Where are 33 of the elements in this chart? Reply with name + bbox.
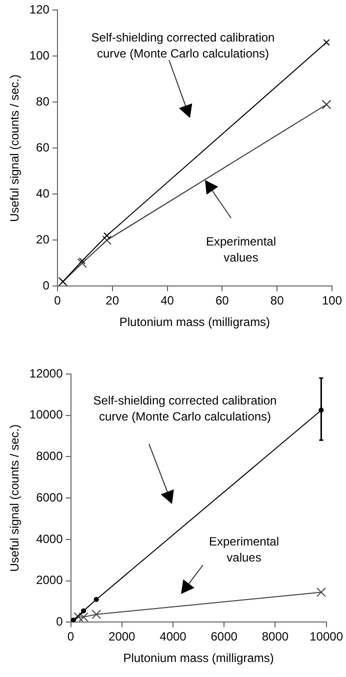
x-tick-label: 40 — [160, 294, 174, 308]
x-axis-title: Plutonium mass (milligrams) — [119, 315, 270, 330]
y-tick-label: 0 — [42, 278, 50, 293]
x-tick-label: 20 — [106, 294, 120, 308]
x-tick-label: 60 — [215, 294, 230, 308]
annotation: Self-shielding corrected calibration curve (Monte Carlo calculations) — [91, 30, 275, 60]
y-tick-label: 6000 — [36, 490, 64, 504]
annotation: Experimental values — [206, 234, 276, 264]
y-tick-label: 10000 — [29, 408, 64, 422]
x-tick-label: 8000 — [262, 630, 289, 644]
x-axis-title: Plutonium mass (milligrams) — [123, 651, 274, 666]
x-tick-label: 10000 — [310, 630, 344, 644]
x-tick-label: 80 — [270, 294, 284, 308]
y-tick-label: 40 — [36, 186, 50, 201]
y-tick-label: 120 — [29, 2, 50, 17]
x-tick-label: 2000 — [108, 630, 136, 644]
y-tick-label: 8000 — [36, 449, 64, 464]
y-tick-label: 4000 — [36, 532, 64, 546]
y-tick-label: 60 — [36, 140, 50, 155]
y-axis-title: Useful signal (counts / sec.) — [8, 424, 22, 572]
annotation: Experimental values — [208, 534, 280, 564]
annotation: Self-shielding corrected calibration curve (Monte Carlo calculations) — [93, 393, 277, 424]
y-tick-label: 0 — [56, 614, 64, 629]
x-tick-label: 100 — [322, 294, 342, 308]
y-tick-label: 80 — [36, 94, 50, 109]
y-tick-label: 100 — [29, 48, 50, 63]
y-tick-label: 12000 — [29, 366, 64, 380]
y-tick-label: 2000 — [36, 573, 64, 588]
y-axis-title: Useful signal (counts / sec.) — [8, 74, 22, 222]
x-tick-label: 0 — [67, 630, 74, 644]
y-tick-label: 20 — [36, 232, 50, 247]
x-tick-label: 4000 — [160, 630, 187, 644]
x-tick-label: 6000 — [210, 630, 238, 644]
